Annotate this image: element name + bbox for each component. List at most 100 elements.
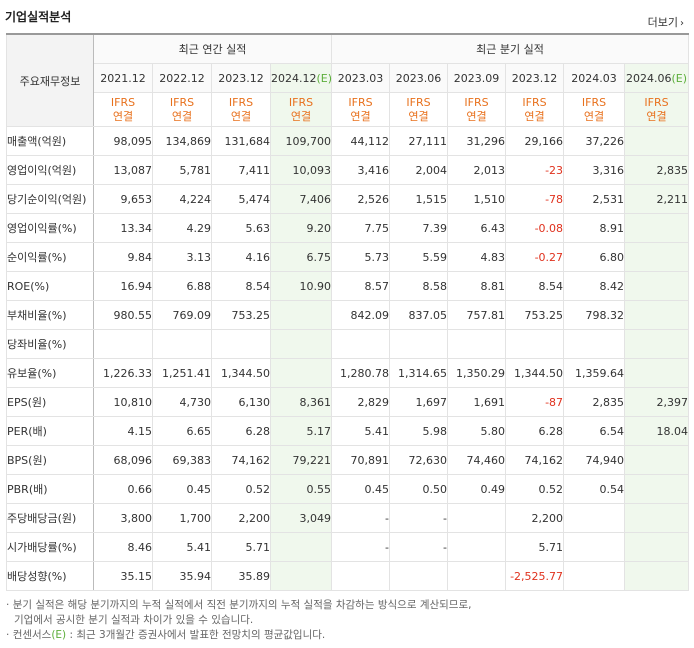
table-cell [93, 329, 153, 359]
table-cell: 2,200 [211, 503, 271, 533]
ifrs-badge: IFRS 연결 [152, 92, 212, 127]
footnote-2-text: : 최근 3개월간 증권사에서 발표한 전망치의 평균값입니다. [66, 629, 326, 641]
table-cell: 1,350.29 [447, 358, 507, 388]
table-cell: 8,361 [269, 387, 333, 417]
table-cell: 6.28 [505, 416, 565, 446]
table-cell: 2,531 [563, 184, 626, 214]
ifrs-badge: IFRS 연결 [331, 92, 391, 127]
table-cell: 980.55 [93, 300, 153, 330]
footnote-1-text: 분기 실적은 해당 분기까지의 누적 실적에서 직전 분기까지의 누적 실적을 … [12, 599, 472, 611]
table-cell [563, 329, 626, 359]
row-label: 순이익률(%) [6, 242, 94, 272]
footnotes: · 분기 실적은 해당 분기까지의 누적 실적에서 직전 분기까지의 누적 실적… [6, 598, 686, 643]
table-cell [331, 329, 391, 359]
table-cell: 10.90 [269, 271, 333, 301]
table-cell: 35.15 [93, 561, 153, 591]
period-header: 2023.03 [331, 63, 391, 93]
row-label: 영업이익(억원) [6, 155, 94, 185]
table-cell [211, 329, 271, 359]
table-cell: 1,280.78 [331, 358, 391, 388]
table-row: EPS(원) 10,810 4,730 6,130 8,361 2,829 1,697 1,6… [6, 387, 690, 417]
table-cell: 5.73 [331, 242, 391, 272]
table-cell: 69,383 [152, 445, 212, 475]
table-cell: 4,224 [152, 184, 212, 214]
table-cell: 5.59 [389, 242, 449, 272]
table-cell: 2,829 [331, 387, 391, 417]
table-cell: 74,162 [505, 445, 565, 475]
table-cell [624, 561, 690, 591]
table-row: 주당배당금(원) 3,800 1,700 2,200 3,049- -2,200 [6, 503, 690, 533]
row-label: 시가배당률(%) [6, 532, 94, 562]
row-label: EPS(원) [6, 387, 94, 417]
period-header: 2023.12 [505, 63, 565, 93]
consolidated-label: 연결 [524, 109, 545, 123]
table-cell [563, 532, 626, 562]
table-cell: 4.83 [447, 242, 507, 272]
table-cell: 3,800 [93, 503, 153, 533]
table-cell: 3,416 [331, 155, 391, 185]
table-cell [447, 329, 507, 359]
table-cell: 0.66 [93, 474, 153, 504]
period-header: 2023.06 [389, 63, 449, 93]
table-cell [563, 561, 626, 591]
period-label: 2022.12 [159, 71, 205, 85]
table-cell: 8.46 [93, 532, 153, 562]
ifrs-label: IFRS [228, 95, 254, 109]
table-cell: 8.81 [447, 271, 507, 301]
table-row: BPS(원) 68,096 69,383 74,162 79,221 70,891 72,6… [6, 445, 690, 475]
table-row: 순이익률(%) 9.84 3.13 4.16 6.75 5.73 5.59 4.83 -0.27… [6, 242, 690, 272]
table-cell: -0.08 [505, 213, 565, 243]
table-cell: - [331, 532, 391, 562]
table-cell [505, 329, 565, 359]
table-cell: 3,049 [269, 503, 333, 533]
table-cell: 72,630 [389, 445, 449, 475]
ifrs-badge: IFRS 연결 [505, 92, 565, 127]
period-header: 2024.12(E) [269, 63, 332, 93]
table-cell: 35.89 [211, 561, 271, 591]
table-cell [269, 358, 333, 388]
table-cell: 5.41 [331, 416, 391, 446]
table-cell: -78 [505, 184, 565, 214]
table-cell: 18.04 [624, 416, 690, 446]
table-cell: 10,810 [93, 387, 153, 417]
table-row: 부채비율(%) 980.55 769.09 753.25 842.09 837.05 757… [6, 300, 690, 330]
table-cell: -87 [505, 387, 565, 417]
period-label: 2023.09 [453, 71, 500, 85]
table-cell: 5.17 [269, 416, 333, 446]
row-label: 유보율(%) [6, 358, 94, 388]
table-cell [447, 532, 507, 562]
estimate-mark: (E) [671, 71, 688, 85]
table-cell: 1,344.50 [211, 358, 271, 388]
table-row: 시가배당률(%) 8.46 5.41 5.71- -5.71 [6, 532, 690, 562]
ifrs-label: IFRS [169, 95, 195, 109]
more-link[interactable]: 더보기 › [648, 14, 684, 30]
table-cell: 0.45 [152, 474, 212, 504]
table-cell: 1,359.64 [563, 358, 626, 388]
ifrs-badge: IFRS 연결 [447, 92, 507, 127]
table-cell: 8.57 [331, 271, 391, 301]
table-cell: 68,096 [93, 445, 153, 475]
consolidated-label: 연결 [112, 109, 134, 123]
table-cell: 4.29 [152, 213, 212, 243]
table-cell: 13.34 [93, 213, 153, 243]
table-cell: 4.15 [93, 416, 153, 446]
table-cell [152, 329, 212, 359]
table-cell: 6.75 [269, 242, 333, 272]
table-cell [624, 532, 690, 562]
table-cell: 5.41 [152, 532, 212, 562]
table-cell: 6.65 [152, 416, 212, 446]
ifrs-badge: IFRS 연결 [624, 92, 690, 127]
table-cell: 74,162 [211, 445, 271, 475]
table-cell: 1,510 [447, 184, 507, 214]
table-cell: -0.27 [505, 242, 565, 272]
consolidated-label: 연결 [646, 109, 667, 123]
table-cell: 9,653 [93, 184, 153, 214]
table-cell: 753.25 [211, 300, 271, 330]
table-cell: 44,112 [331, 126, 391, 156]
table-cell: 2,200 [505, 503, 565, 533]
table-cell: 5,781 [152, 155, 212, 185]
table-cell [447, 561, 507, 591]
consolidated-label: 연결 [290, 109, 312, 123]
table-cell: 8.54 [211, 271, 271, 301]
table-row: 영업이익률(%) 13.34 4.29 5.63 9.20 7.75 7.39 6.43 -0.… [6, 213, 690, 243]
